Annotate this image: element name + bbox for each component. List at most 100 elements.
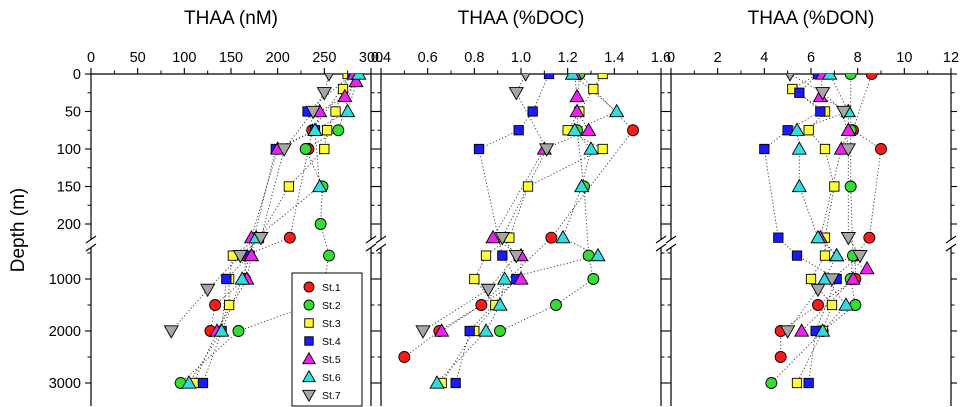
series-line-st3 [441,74,604,384]
data-point-st2 [332,124,345,137]
data-point-st4 [527,106,538,117]
data-point-st6 [564,74,580,80]
data-point-st3 [803,125,814,136]
x-tick-label: 10 [896,50,912,66]
x-tick-label: 1.2 [558,50,578,66]
legend-label-st5: St.5 [322,354,341,366]
data-point-st3 [819,250,831,261]
data-point-st1 [863,231,876,244]
data-point-st4 [759,143,770,155]
axis-break-mark [665,235,677,244]
data-point-st6 [478,323,494,337]
axis-break-mark [945,243,957,252]
data-point-st2 [587,273,600,285]
data-point-st4 [815,106,826,117]
x-tick-label: 200 [266,50,290,66]
data-point-st7 [836,105,852,120]
depth-tick-label: 3000 [49,376,81,392]
series-line-st6 [436,74,618,384]
legend-label-st3: St.3 [322,318,341,330]
legend-marker-st3 [304,318,314,328]
data-point-st7 [785,74,795,82]
data-point-st1 [627,124,639,137]
x-tick-label: 8 [854,50,862,66]
x-tick-label: 150 [219,50,243,66]
data-point-st4 [543,74,555,80]
data-point-st1 [283,231,296,244]
data-point-st6 [567,122,583,136]
data-point-st5 [845,271,861,285]
data-point-st2 [299,143,312,155]
data-point-st7 [253,232,269,246]
data-point-st6 [555,229,571,244]
data-point-st4 [197,377,209,389]
data-point-st7 [840,143,856,157]
data-point-st7 [232,249,248,264]
data-point-st7 [508,249,524,264]
data-point-st3 [791,377,803,389]
data-point-st6 [838,297,854,311]
legend-marker-st4 [304,336,314,346]
data-point-st3 [597,143,608,155]
series-line-st2 [770,74,856,384]
depth-tick-label: 200 [57,217,81,233]
x-tick-label: 100 [172,50,196,66]
data-point-st6 [829,247,845,262]
data-point-st6 [609,103,625,118]
data-point-st6 [789,122,805,136]
data-point-st7 [276,143,292,157]
data-point-st4 [513,125,524,136]
panel-3: THAA (%DON) 0 2 4 6 8 10 12 [665,8,959,406]
legend-label-st2: St.2 [322,300,341,312]
data-point-st7 [815,87,831,101]
legend-label-st6: St.6 [322,372,341,384]
axis-break-mark [365,243,377,252]
x-tick-label: 2 [714,50,722,66]
legend-marker-st2 [303,299,315,311]
data-point-st6 [791,178,807,193]
data-point-st3 [522,181,534,192]
series-line-st6 [188,74,360,384]
data-point-st6 [791,141,807,155]
data-point-st5 [348,74,364,88]
data-point-st3 [805,273,817,285]
data-point-st5 [569,103,585,118]
data-point-st6 [181,375,197,389]
data-point-st2 [550,299,562,311]
series-line-st1 [404,74,634,358]
series-line-st3 [193,74,349,384]
data-point-st3 [480,250,492,261]
data-point-st2 [314,218,327,230]
data-point-st4 [773,232,784,243]
data-point-st2 [765,377,778,389]
data-point-st7 [508,87,524,101]
data-point-st1 [545,231,558,244]
data-point-st2 [844,74,857,80]
data-point-st4 [450,377,461,389]
data-point-st3 [319,143,330,155]
x-tick-label: 300 [359,50,383,66]
data-point-st2 [494,325,506,337]
legend-box [291,272,363,407]
depth-tick-label: 0 [73,67,81,83]
legend-marker-st5 [301,351,317,365]
axis-break-mark [945,235,957,244]
data-point-st7 [316,87,332,101]
data-point-st3 [283,181,294,192]
data-point-st7 [200,283,216,298]
data-point-st5 [485,229,501,244]
data-point-st2 [232,325,245,337]
data-point-st7 [521,74,531,82]
series-line-st5 [441,74,590,332]
data-point-st3 [826,299,838,311]
depth-tick-label: 100 [57,142,81,158]
data-point-st3 [819,143,831,155]
data-point-st4 [794,87,805,98]
series-line-st4 [455,74,550,384]
depth-tick-label: 50 [65,105,81,121]
series-line-st5 [216,74,357,332]
data-point-st6 [815,323,831,337]
data-point-st1 [398,351,411,363]
data-point-st5 [337,88,353,103]
data-point-st6 [492,297,508,311]
